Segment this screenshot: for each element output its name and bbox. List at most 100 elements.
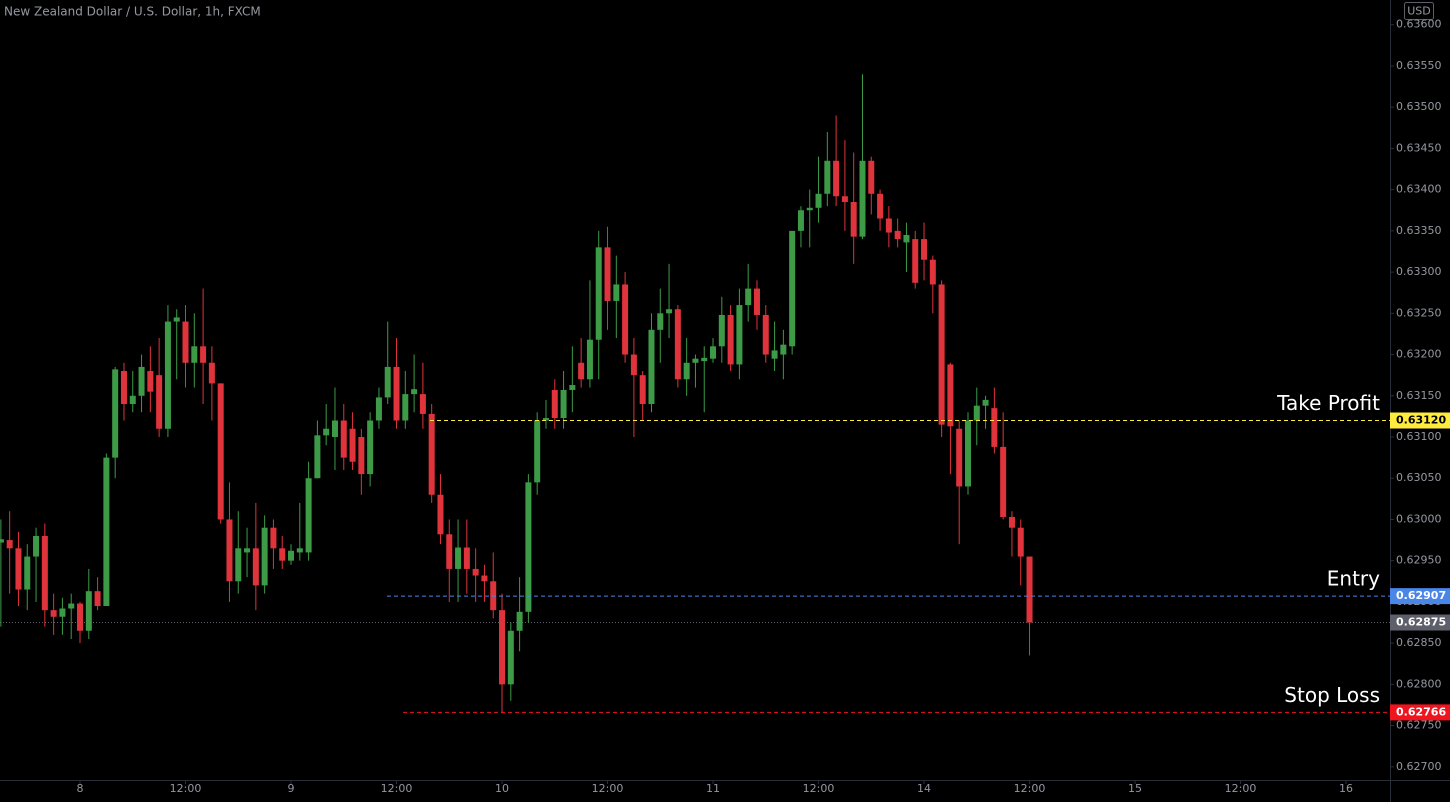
x-tick-label: 12:00 [803, 782, 835, 795]
candle-body [305, 478, 312, 553]
candle-body [323, 428, 330, 436]
y-tick-label: 0.62950 [1396, 554, 1442, 567]
candle-body [797, 210, 804, 231]
candle-body [745, 288, 752, 306]
x-tick-label: 12:00 [381, 782, 413, 795]
candle-body [701, 357, 708, 362]
candle-body [85, 591, 92, 631]
price-tag [1390, 614, 1450, 631]
y-tick-label: 0.63100 [1396, 430, 1442, 443]
candle-body [542, 418, 549, 421]
candle-body [235, 548, 242, 582]
candle-body [472, 568, 479, 576]
candle-body [877, 193, 884, 219]
y-tick-label: 0.63250 [1396, 306, 1442, 319]
price-tag [1390, 412, 1450, 429]
candle-body [525, 482, 532, 612]
candle-body [103, 457, 110, 607]
x-tick-label: 14 [917, 782, 931, 795]
x-tick-label: 12:00 [1225, 782, 1257, 795]
candle-body [164, 321, 171, 429]
candle-body [859, 160, 866, 237]
candle-body [419, 394, 426, 414]
candle-body [1000, 446, 1007, 517]
level-name: Take Profit [1276, 391, 1380, 415]
candle-body [534, 420, 541, 483]
candle-body [331, 420, 338, 437]
candle-body [885, 218, 892, 233]
candle-body [279, 548, 286, 561]
candle-body [156, 375, 163, 429]
candle-body [358, 436, 365, 475]
y-tick-label: 0.63450 [1396, 141, 1442, 154]
candle-body [340, 420, 347, 458]
candle-body [41, 535, 48, 611]
candle-body [762, 314, 769, 355]
candle-body [173, 317, 180, 322]
candle-body [569, 385, 576, 390]
candle-body [586, 339, 593, 380]
candle-body [666, 309, 673, 314]
candle-body [138, 366, 145, 396]
candle-body [929, 259, 936, 285]
candle-body [894, 230, 901, 240]
candle-body [771, 350, 778, 359]
candle-body [718, 314, 725, 347]
candle-body [33, 535, 40, 557]
y-tick-label: 0.63200 [1396, 348, 1442, 361]
candle-body [0, 539, 4, 543]
candle-body [252, 548, 259, 586]
candle-body [59, 608, 66, 617]
candle-body [463, 547, 470, 569]
y-tick-label: 0.63150 [1396, 389, 1442, 402]
candle-body [982, 399, 989, 406]
candle-body [613, 284, 620, 301]
candle-body [815, 193, 822, 208]
price-tag-label: 0.62766 [1396, 705, 1446, 718]
candle-body [947, 364, 954, 427]
x-tick-label: 12:00 [170, 782, 202, 795]
currency-box[interactable] [1404, 2, 1434, 20]
level-name: Entry [1327, 567, 1380, 591]
candle-body [384, 366, 391, 398]
candle-body [68, 603, 75, 609]
candle-body [850, 202, 857, 237]
price-tag-label: 0.62875 [1396, 616, 1446, 629]
candle-body [499, 610, 506, 685]
candle-body [50, 610, 57, 617]
candle-body [393, 366, 400, 421]
candle-body [147, 371, 154, 392]
candle-body [824, 160, 831, 194]
candle-body [120, 371, 127, 405]
x-tick-label: 10 [495, 782, 509, 795]
x-tick-label: 8 [77, 782, 84, 795]
y-tick-label: 0.63550 [1396, 59, 1442, 72]
y-tick-label: 0.62800 [1396, 677, 1442, 690]
candle-body [841, 196, 848, 203]
candle-body [94, 591, 101, 607]
candle-body [314, 435, 321, 479]
candle-body [261, 527, 268, 586]
candle-body [437, 494, 444, 535]
x-tick-label: 9 [288, 782, 295, 795]
y-tick-label: 0.63000 [1396, 512, 1442, 525]
candle-body [683, 362, 690, 380]
candle-body [578, 362, 585, 380]
candle-body [296, 548, 303, 553]
price-tag [1390, 588, 1450, 605]
x-tick-label: 16 [1339, 782, 1353, 795]
candle-body [446, 534, 453, 569]
price-tag [1390, 704, 1450, 721]
candle-body [692, 358, 699, 363]
currency[interactable]: USD [1407, 5, 1431, 18]
candle-body [912, 239, 919, 283]
candle-body [411, 389, 418, 395]
candle-body [208, 362, 215, 384]
candle-body [639, 375, 646, 405]
candle-body [710, 346, 717, 359]
x-tick-label: 11 [706, 782, 720, 795]
candle-body [244, 548, 251, 553]
